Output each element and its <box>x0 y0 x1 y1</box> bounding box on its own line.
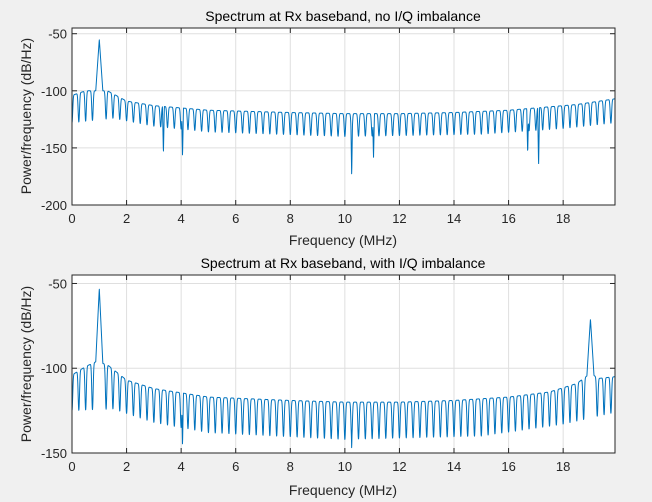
top-x-tick-label: 14 <box>447 211 461 226</box>
top-subplot[interactable]: 0 2 4 6 8 10 12 14 16 18 -200 -150 -100 -50 Spectrum … <box>18 8 616 248</box>
bottom-y-tick-label: -100 <box>41 361 67 376</box>
bottom-x-tick-label: 14 <box>447 459 461 474</box>
bottom-x-tick-label: 16 <box>501 459 515 474</box>
bottom-x-tick-label: 6 <box>232 459 239 474</box>
bottom-chart-title: Spectrum at Rx baseband, with I/Q imbala… <box>201 255 486 271</box>
top-x-tick-label: 12 <box>392 211 406 226</box>
top-y-tick-label: -200 <box>41 198 67 213</box>
bottom-x-tick-label: 12 <box>392 459 406 474</box>
top-x-tick-label: 18 <box>556 211 570 226</box>
bottom-x-axis-label: Frequency (MHz) <box>289 482 397 498</box>
top-axes-box <box>71 27 616 206</box>
bottom-plot-area <box>72 275 615 453</box>
top-ticks: 0 2 4 6 8 10 12 14 16 18 -200 -150 -100 -50 <box>41 27 615 226</box>
bottom-subplot[interactable]: 0 2 4 6 8 10 12 14 16 18 -150 -100 -50 Spectrum at R… <box>18 255 616 498</box>
top-x-axis-label: Frequency (MHz) <box>289 232 397 248</box>
top-x-tick-label: 10 <box>338 211 352 226</box>
bottom-x-tick-label: 4 <box>178 459 185 474</box>
bottom-y-tick-label: -50 <box>48 276 67 291</box>
top-x-tick-label: 16 <box>501 211 515 226</box>
top-y-axis-label: Power/frequency (dB/Hz) <box>18 38 34 194</box>
bottom-x-tick-label: 18 <box>556 459 570 474</box>
top-x-tick-label: 0 <box>68 211 75 226</box>
bottom-y-axis-label: Power/frequency (dB/Hz) <box>18 286 34 442</box>
top-x-tick-label: 4 <box>178 211 185 226</box>
top-y-tick-label: -50 <box>48 27 67 42</box>
bottom-x-tick-label: 10 <box>338 459 352 474</box>
bottom-x-tick-label: 2 <box>123 459 130 474</box>
bottom-x-tick-label: 0 <box>68 459 75 474</box>
top-y-tick-label: -150 <box>41 141 67 156</box>
bottom-y-tick-label: -150 <box>41 446 67 461</box>
bottom-x-tick-label: 8 <box>287 459 294 474</box>
bottom-axes-box <box>71 274 616 454</box>
top-chart-title: Spectrum at Rx baseband, no I/Q imbalanc… <box>205 8 481 24</box>
bottom-grid <box>71 275 615 454</box>
top-x-tick-label: 8 <box>287 211 294 226</box>
top-spectrum-line <box>71 39 616 175</box>
bottom-spectrum-line <box>71 288 616 449</box>
top-x-tick-label: 6 <box>232 211 239 226</box>
top-x-tick-label: 2 <box>123 211 130 226</box>
top-y-tick-label: -100 <box>41 84 67 99</box>
bottom-ticks: 0 2 4 6 8 10 12 14 16 18 -150 -100 -50 <box>41 275 615 474</box>
